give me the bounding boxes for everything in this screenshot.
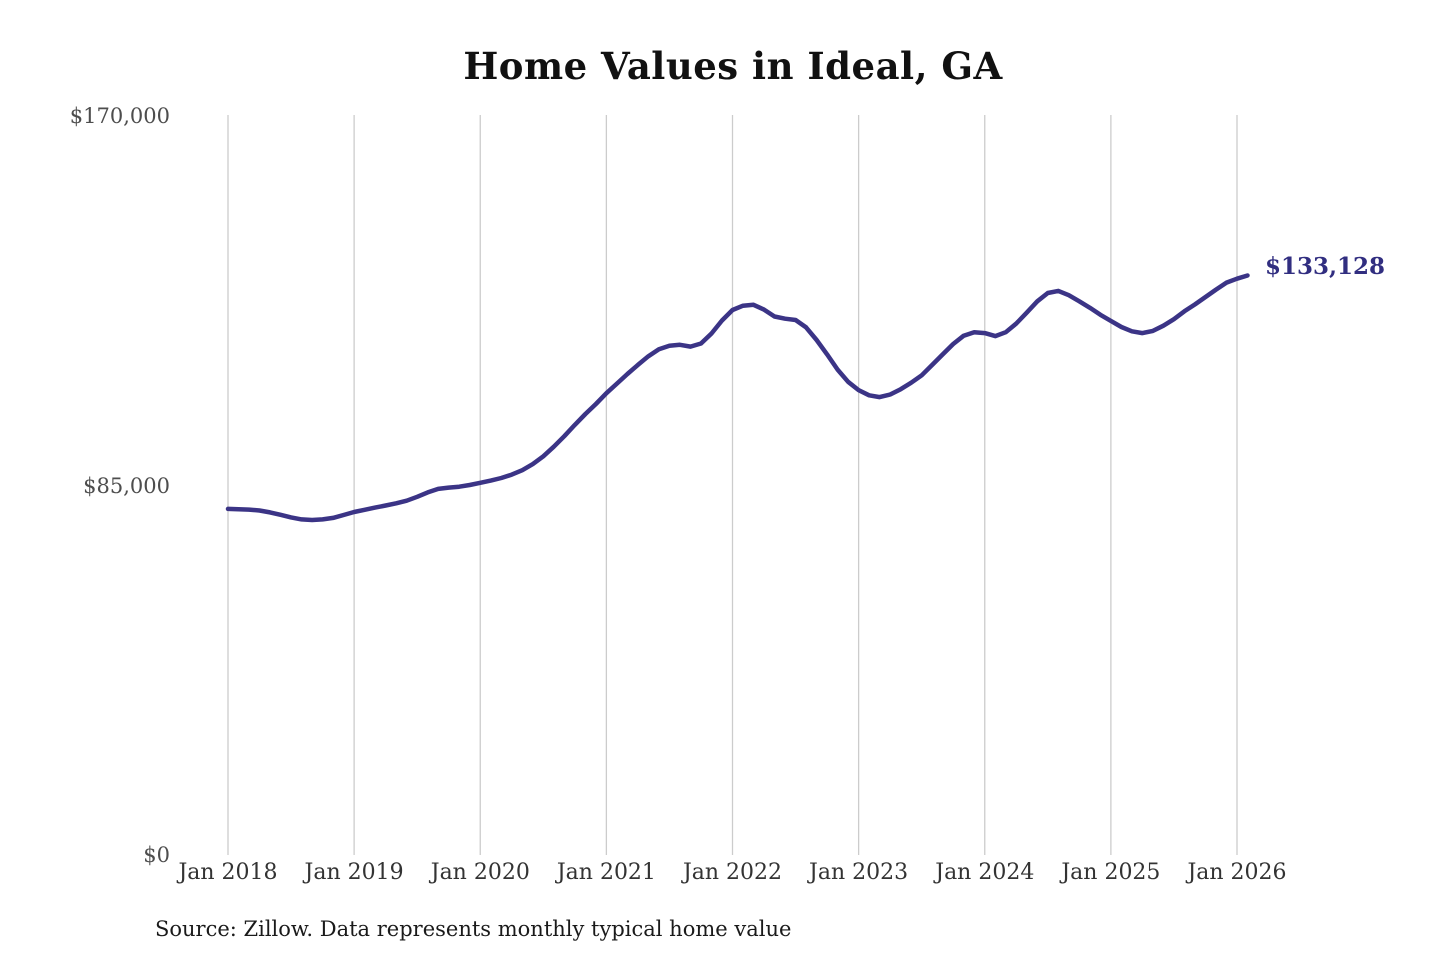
x-axis-tick-jan-2023: Jan 2023 — [809, 860, 909, 885]
y-axis-tick-85000: $85,000 — [83, 474, 170, 498]
home-value-series-line — [225, 273, 1250, 523]
x-axis-tick-jan-2022: Jan 2022 — [682, 860, 783, 885]
chart-title: Home Values in Ideal, GA — [463, 44, 1003, 88]
latest-value-label: $133,128 — [1265, 253, 1386, 280]
x-axis-tick-jan-2019: Jan 2019 — [304, 860, 404, 885]
x-axis-tick-jan-2021: Jan 2021 — [556, 860, 656, 885]
x-axis-tick-jan-2025: Jan 2025 — [1061, 860, 1161, 885]
y-axis-tick-170000: $170,000 — [69, 104, 170, 128]
x-axis-tick-jan-2024: Jan 2024 — [935, 860, 1035, 885]
x-axis-tick-jan-2018: Jan 2018 — [178, 860, 278, 885]
x-axis-tick-jan-2026: Jan 2026 — [1187, 860, 1287, 885]
source-note: Source: Zillow. Data represents monthly … — [155, 917, 792, 941]
y-axis-tick-0: $0 — [143, 843, 170, 867]
x-axis-tick-jan-2020: Jan 2020 — [430, 860, 530, 885]
